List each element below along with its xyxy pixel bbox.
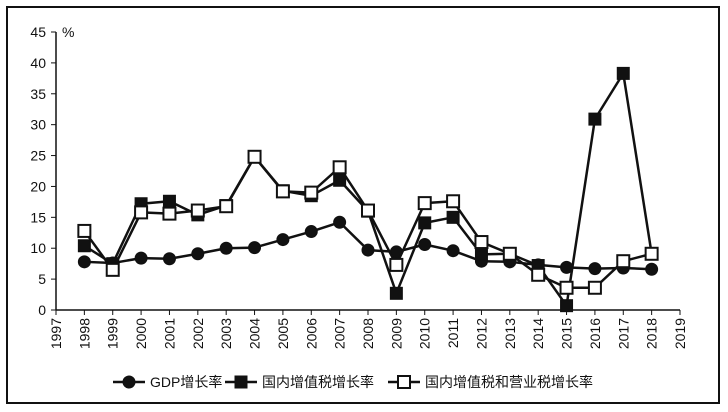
x-tick-label: 2003 [218,318,234,349]
y-tick-label: 10 [30,240,46,256]
x-tick-label: 1997 [48,318,64,349]
x-ticks: 1997 1998 1999 2000 2001 2002 2003 2004 2005 2006… [48,310,688,349]
x-tick-label: 2001 [161,318,177,349]
data-point [333,173,347,187]
x-tick-label: 1998 [76,318,92,349]
data-point [191,247,205,261]
x-tick-label: 2009 [388,318,404,349]
data-point [304,185,319,200]
data-point [304,225,318,239]
data-point [588,262,602,276]
data-point [616,254,631,269]
x-tick-label: 2015 [559,318,575,349]
data-point [418,216,432,230]
data-point [417,196,432,211]
data-point [560,299,574,313]
y-tick-label: 25 [30,148,46,164]
data-point [361,243,375,257]
data-point [389,286,403,300]
x-tick-label: 2017 [615,318,631,349]
x-tick-label: 2006 [303,318,319,349]
x-tick-label: 2007 [332,318,348,349]
x-tick-label: 2005 [275,318,291,349]
y-tick-label: 20 [30,178,46,194]
x-tick-label: 1999 [105,318,121,349]
x-tick-label: 2016 [587,318,603,349]
data-point [219,241,233,255]
data-point [77,255,91,269]
data-point [587,280,602,295]
y-tick-label: 15 [30,209,46,225]
data-point [276,233,290,247]
data-point [162,206,177,221]
y-tick-label: 40 [30,55,46,71]
series-layer [77,66,659,313]
x-tick-label: 2011 [445,318,461,348]
data-point [105,262,120,277]
data-point [502,246,517,261]
legend-label: 国内增值税增长率 [262,374,374,390]
data-point [559,280,574,295]
legend-label: GDP增长率 [150,374,222,390]
data-point [77,223,92,238]
x-tick-label: 2004 [247,318,263,349]
x-tick-label: 2008 [360,318,376,349]
legend: GDP增长率 国内增值税增长率 国内增值税和营业税增长率 [113,374,593,390]
x-tick-label: 2014 [530,318,546,349]
data-point [361,203,375,218]
data-point [644,246,659,261]
legend-item: GDP增长率 [113,374,222,390]
y-tick-label: 5 [38,271,46,287]
y-tick-label: 35 [30,86,46,102]
y-ticks: 0 5 10 15 20 25 30 35 40 45 [30,24,56,318]
data-point [332,160,347,175]
legend-marker [397,375,411,389]
legend-marker [122,375,136,389]
data-point [474,235,489,250]
data-point [134,251,148,265]
data-point [247,149,262,164]
data-point [275,184,290,199]
data-point [134,205,149,220]
legend-item: 国内增值税和营业税增长率 [388,374,593,390]
data-point [446,210,460,224]
data-point [162,194,176,208]
y-tick-label: 30 [30,117,46,133]
x-tick-label: 2013 [502,318,518,349]
series-2 [77,66,659,313]
data-point [616,66,630,80]
x-tick-label: 2002 [190,318,206,349]
legend-label: 国内增值税和营业税增长率 [425,374,593,390]
legend-item: 国内增值税增长率 [225,374,374,390]
x-tick-label: 2010 [417,318,433,349]
data-point [190,203,205,218]
data-point [77,239,91,253]
data-point [446,244,460,258]
y-unit-label: % [62,24,74,40]
series-3 [77,149,659,295]
x-tick-label: 2012 [473,318,489,349]
data-point [248,241,262,255]
series-1 [77,215,659,276]
data-point [446,194,461,209]
data-point [389,257,404,272]
legend-marker [234,375,248,389]
data-point [162,252,176,266]
data-point [531,267,546,282]
y-tick-label: 45 [30,24,46,40]
data-point [333,215,347,229]
x-tick-label: 2019 [672,318,688,349]
data-point [474,247,488,261]
data-point [219,199,234,214]
x-tick-label: 2018 [644,318,660,349]
x-tick-label: 2000 [133,318,149,349]
data-point [645,262,659,276]
data-point [588,112,602,126]
data-point [418,238,432,252]
y-tick-label: 0 [38,302,46,318]
